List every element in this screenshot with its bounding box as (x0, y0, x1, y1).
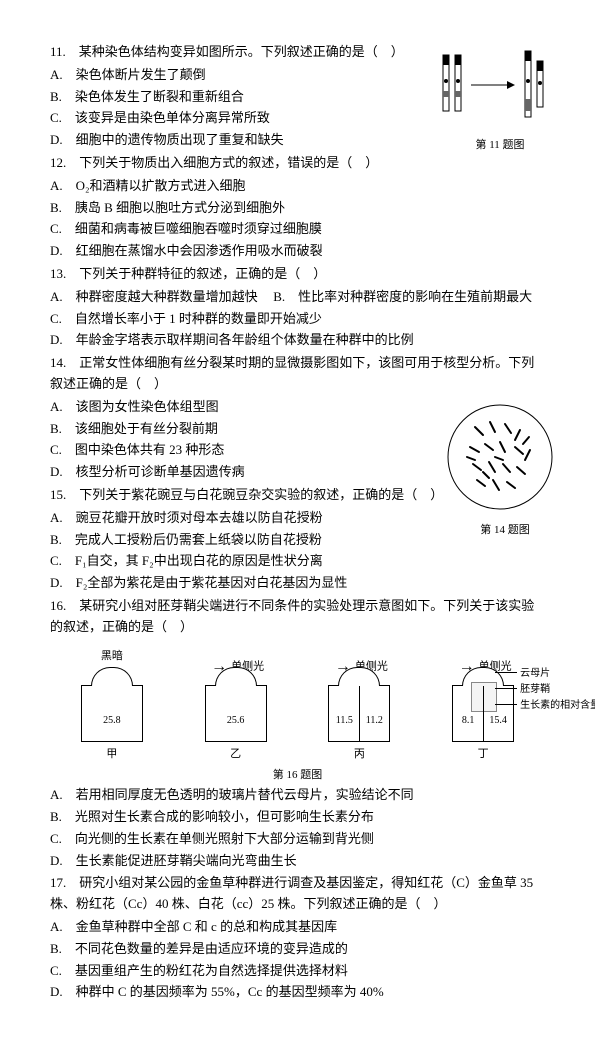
label-aux: 生长素的相对含量 (520, 700, 595, 711)
label-mica: 云母片 (520, 668, 550, 679)
q16-opt-d: D. 生长素能促进胚芽鞘尖端向光弯曲生长 (50, 851, 545, 872)
question-12-stem: 12. 下列关于物质出入细胞方式的叙述，错误的是（ ） (50, 153, 545, 174)
question-14-stem: 14. 正常女性体细胞有丝分裂某时期的显微摄影图如下，该图可用于核型分析。下列叙… (50, 353, 545, 395)
q12-opt-d: D. 红细胞在蒸馏水中会因渗透作用吸水而破裂 (50, 241, 545, 262)
q16-opt-c: C. 向光侧的生长素在单侧光照射下大部分运输到背光侧 (50, 829, 545, 850)
name-ding: 丁 (452, 746, 514, 764)
q13-opt-row1: A. 种群密度越大种群数量增加越快 B. 性比率对种群密度的影响在生殖前期最大 (50, 287, 545, 308)
q17-opt-a: A. 金鱼草种群中全部 C 和 c 的总和构成其基因库 (50, 917, 545, 938)
val-bing-r: 11.2 (359, 713, 389, 729)
q12-opt-a: A. O₂和酒精以扩散方式进入细胞 (50, 176, 545, 197)
q13-opt-a: A. 种群密度越大种群数量增加越快 (50, 287, 270, 308)
q16-opt-b: B. 光照对生长素合成的影响较小，但可影响生长素分布 (50, 807, 545, 828)
q17-opt-d: D. 种群中 C 的基因频率为 55%，Cc 的基因型频率为 40% (50, 982, 545, 1003)
val-yi: 25.6 (206, 713, 266, 729)
q17-opt-c: C. 基因重组产生的粉红花为自然选择提供选择材料 (50, 961, 545, 982)
val-ding-r: 15.4 (483, 713, 513, 729)
figure-11: 第 11 题图 (435, 47, 565, 154)
question-13-stem: 13. 下列关于种群特征的叙述，正确的是（ ） (50, 264, 545, 285)
figure-14-caption: 第 14 题图 (445, 522, 565, 540)
q13-opt-b: B. 性比率对种群密度的影响在生殖前期最大 (273, 287, 532, 308)
q15-opt-c: C. F₁自交，其 F₂中出现白花的原因是性状分离 (50, 551, 545, 572)
q13-opt-c: C. 自然增长率小于 1 时种群的数量即开始减少 (50, 309, 545, 330)
val-bing-l: 11.5 (329, 713, 359, 729)
q13-opt-d: D. 年龄金字塔表示取样期间各年龄组个体数量在种群中的比例 (50, 330, 545, 351)
val-jia: 25.8 (82, 713, 142, 729)
diagram-yi: →单侧光 25.6 乙 (205, 654, 267, 764)
figure-16-caption: 第 16 题图 (50, 767, 545, 785)
diagram-ding: →单侧光 8.1 15.4 云母片 胚芽鞘 生长素的相对含量 丁 (452, 654, 514, 764)
label-dark: 黑暗 (81, 648, 143, 666)
diagram-bing: →单侧光 11.5 11.2 丙 (328, 654, 390, 764)
q17-opt-b: B. 不同花色数量的差异是由适应环境的变异造成的 (50, 939, 545, 960)
label-tip: 胚芽鞘 (520, 684, 550, 695)
figure-14: 第 14 题图 (445, 402, 565, 539)
q15-opt-d: D. F₂全部为紫花是由于紫花基因对白花基因为显性 (50, 573, 545, 594)
question-16-stem: 16. 某研究小组对胚芽鞘尖端进行不同条件的实验处理示意图如下。下列关于该实验的… (50, 596, 545, 638)
q16-opt-a: A. 若用相同厚度无色透明的玻璃片替代云母片，实验结论不同 (50, 785, 545, 806)
name-jia: 甲 (81, 746, 143, 764)
question-17-stem: 17. 研究小组对某公园的金鱼草种群进行调查及基因鉴定，得知红花（C）金鱼草 3… (50, 873, 545, 915)
q12-opt-b: B. 胰岛 B 细胞以胞吐方式分泌到细胞外 (50, 198, 545, 219)
name-bing: 丙 (328, 746, 390, 764)
figure-16: 黑暗 25.8 甲 →单侧光 25.6 乙 →单侧光 11.5 11.2 丙 →… (50, 648, 545, 764)
diagram-jia: 黑暗 25.8 甲 (81, 648, 143, 764)
q12-opt-c: C. 细菌和病毒被巨噬细胞吞噬时须穿过细胞膜 (50, 219, 545, 240)
val-ding-l: 8.1 (453, 713, 483, 729)
figure-11-caption: 第 11 题图 (435, 137, 565, 155)
name-yi: 乙 (205, 746, 267, 764)
